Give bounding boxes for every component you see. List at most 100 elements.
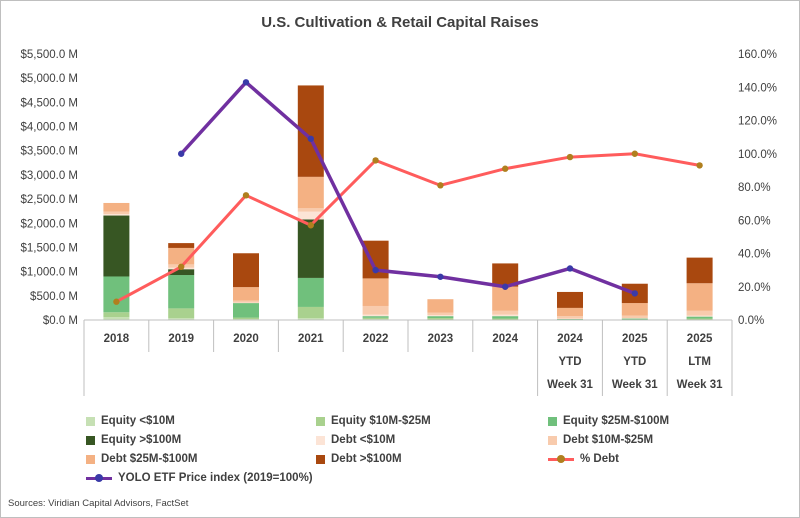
bar-segment [686,318,713,320]
bar-segment [168,275,195,309]
bar-segment [168,269,195,276]
bar-segment [233,287,259,301]
legend-label: Equity >$100M [101,434,182,446]
y-right-tick-label: 100.0% [738,149,777,161]
bar-segment [427,315,454,317]
x-tick-label: 2025 [622,333,648,345]
legend-label: % Debt [580,453,619,465]
legend-label: Equity $25M-$100M [563,415,670,427]
y-left-tick-label: $1,500.0 M [20,242,78,254]
legend-label: Debt >$100M [331,453,402,465]
bar-segment [297,211,324,220]
yolo-etf-point [372,266,379,274]
bar-segment [168,308,195,319]
bar-segment [427,318,454,320]
bar-segment [362,317,389,320]
bar-segment [492,310,519,315]
bar-segment [686,283,713,311]
x-tick-label: YTD [559,356,582,368]
x-tick-label: 2024 [557,333,583,345]
bar-segment [492,263,519,287]
bar-segment [297,318,324,320]
y-left-tick-label: $0.0 M [43,315,78,327]
pct-debt-point [566,153,574,161]
y-right-tick-label: 80.0% [738,182,771,194]
bar-segment [103,211,130,215]
legend-swatch [86,416,95,426]
bar-segment [492,316,519,319]
x-tick-label: 2023 [428,333,454,345]
bar-segment [557,307,583,317]
legend-item: Debt $25M-$100M [86,451,198,467]
chart-title: U.S. Cultivation & Retail Capital Raises [261,14,539,31]
legend-swatch [548,435,557,445]
x-tick-label: 2020 [233,333,259,345]
pct-debt-point [502,165,509,172]
bar-segment [492,286,519,311]
bar-segment [427,312,454,316]
bar-segment [233,253,259,288]
legend-label: Debt $25M-$100M [101,453,198,465]
pct-debt-point [307,222,314,229]
y-right-tick-label: 0.0% [738,315,764,327]
pct-debt-point [696,162,703,169]
legend-item: YOLO ETF Price index (2019=100%) [86,470,313,486]
pct-debt-point [437,182,444,189]
bar-segment [297,176,324,209]
bar-segment [427,316,454,319]
pct-debt-point [242,192,250,199]
y-left-tick-label: $5,000.0 M [20,73,78,85]
bar-segment [621,303,648,316]
bar-segment [686,316,713,319]
yolo-etf-line [179,80,636,296]
y-left-tick-label: $4,500.0 M [20,97,78,109]
y-left-tick-label: $2,500.0 M [20,194,78,206]
bar-segment [557,316,583,319]
pct-debt-line [115,152,700,304]
legend-item: Equity >$100M [86,432,181,448]
legend-item: Debt >$100M [316,451,402,467]
legend-swatch [316,416,325,426]
x-tick-label: 2021 [298,333,324,345]
x-tick-label: Week 31 [677,379,723,391]
y-left-tick-label: $4,000.0 M [20,122,78,134]
chart-legend: Equity <$10M Equity $10M-$25M Equity $25M-… [86,413,746,493]
bar-segment [362,305,389,315]
yolo-etf-point [566,265,574,272]
bar-segment [103,317,130,320]
bar-segment [427,299,454,313]
legend-item: Equity $25M-$100M [548,413,669,429]
source-note: Sources: Viridian Capital Advisors, Fact… [8,498,189,509]
bar-segment [686,257,713,284]
legend-item: % Debt [548,451,619,467]
yolo-etf-point [307,135,314,142]
bar-segment [492,314,519,317]
bar-segment [168,318,195,320]
legend-label: Debt $10M-$25M [563,434,654,446]
x-tick-label: LTM [688,356,711,368]
bar-segment [233,303,259,318]
y-left-tick-label: $2,000.0 M [20,218,78,230]
legend-line-marker [86,473,112,483]
y-left-tick-label: $1,000.0 M [20,267,78,279]
bar-segment [621,315,648,319]
bar-segment [297,277,324,307]
pct-debt-point [113,298,120,305]
bar-segment [621,318,648,320]
bar-segment [233,300,259,303]
y-left-tick-label: $3,500.0 M [20,146,78,158]
bar-segment [297,306,324,319]
legend-swatch [316,454,325,464]
legend-label: Equity <$10M [101,415,175,427]
y-right-tick-label: 40.0% [738,249,771,261]
legend-swatch [316,435,325,445]
legend-swatch [86,454,95,464]
bar-segment [297,208,324,212]
bar-segment [686,315,713,317]
y-right-tick-label: 140.0% [738,82,777,94]
legend-swatch [86,435,95,445]
bar-segment [103,202,130,212]
legend-label: YOLO ETF Price index (2019=100%) [118,472,313,484]
bar-segment [103,215,130,277]
